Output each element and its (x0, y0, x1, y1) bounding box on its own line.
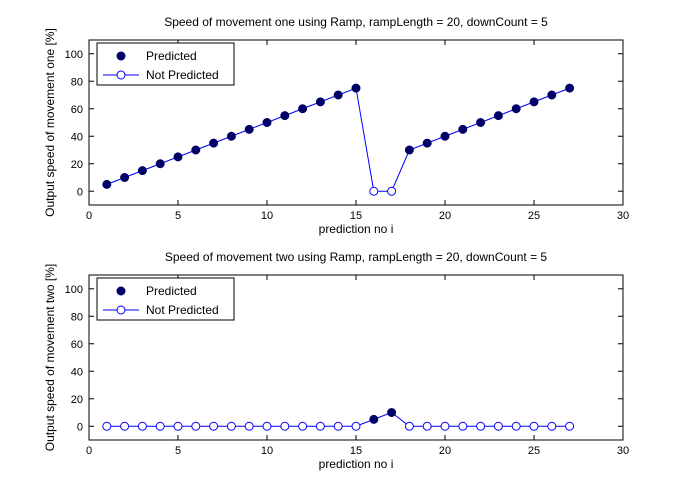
not-predicted-point (547, 421, 557, 431)
x-tick-label: 0 (86, 445, 92, 457)
chart-title: Speed of movement two using Ramp, rampLe… (165, 250, 548, 264)
not-predicted-point (173, 421, 183, 431)
y-tick-label: 0 (77, 421, 83, 433)
legend: Predicted Not Predicted (96, 277, 235, 321)
y-axis-label: Output speed of movement two [%] (43, 264, 57, 451)
not-predicted-point (476, 421, 486, 431)
predicted-point (262, 118, 272, 127)
legend-label: Not Predicted (146, 303, 219, 317)
predicted-point (387, 408, 397, 417)
predicted-point (529, 97, 539, 107)
not-predicted-point (333, 421, 343, 431)
y-tick-label: 100 (65, 284, 83, 296)
predicted-point (458, 124, 468, 134)
y-tick-label: 40 (71, 366, 83, 378)
x-tick-label: 10 (261, 445, 273, 457)
legend-marker-predicted (116, 51, 126, 61)
y-tick-label: 80 (71, 311, 83, 323)
not-predicted-point (191, 421, 201, 431)
not-predicted-point (529, 421, 539, 431)
not-predicted-point (102, 421, 112, 431)
legend-marker-not-predicted (116, 70, 126, 80)
x-tick-label: 5 (175, 210, 181, 222)
predicted-point (191, 145, 201, 155)
predicted-point (369, 414, 379, 424)
not-predicted-point (262, 421, 272, 431)
not-predicted-point (458, 421, 468, 431)
y-tick-label: 20 (71, 159, 83, 171)
not-predicted-point (351, 421, 361, 431)
legend-marker-not-predicted (116, 305, 126, 315)
y-axis-label: Output speed of movement one [%] (43, 28, 57, 217)
predicted-point (422, 138, 432, 148)
predicted-point (404, 145, 414, 155)
not-predicted-point (422, 421, 432, 431)
predicted-point (440, 131, 450, 141)
predicted-point (298, 104, 308, 114)
legend: Predicted Not Predicted (96, 42, 235, 86)
legend-label: Predicted (146, 284, 197, 298)
predicted-point (102, 179, 112, 189)
chart-panel-2: 0 5 10 15 20 25 30 0 20 40 60 80 100 Speed of movemen… (43, 250, 629, 471)
x-tick-label: 0 (86, 210, 92, 222)
not-predicted-point (226, 421, 236, 431)
predicted-point (315, 97, 325, 107)
x-axis-label: prediction no i (319, 222, 394, 236)
x-axis-label: prediction no i (319, 457, 394, 471)
predicted-point (547, 90, 557, 100)
predicted-point (155, 159, 165, 169)
chart-panel-1: 0 5 10 15 20 25 30 0 20 40 60 80 100 Speed of movemen… (43, 15, 629, 236)
predicted-point (120, 173, 130, 182)
legend-label: Predicted (146, 49, 197, 63)
y-tick-label: 40 (71, 131, 83, 143)
legend-label: Not Predicted (146, 68, 219, 82)
not-predicted-point (493, 421, 503, 431)
legend-marker-predicted (116, 286, 126, 296)
not-predicted-point (387, 186, 397, 196)
y-tick-label: 60 (71, 339, 83, 351)
predicted-point (333, 90, 343, 100)
x-tick-label: 20 (439, 445, 451, 457)
not-predicted-point (280, 421, 290, 431)
not-predicted-point (440, 421, 450, 431)
x-tick-label: 10 (261, 210, 273, 222)
predicted-point (137, 166, 147, 176)
x-tick-label: 25 (528, 445, 540, 457)
x-tick-label: 15 (350, 445, 362, 457)
not-predicted-point (155, 421, 165, 431)
not-predicted-point (137, 421, 147, 431)
predicted-point (244, 124, 254, 134)
not-predicted-point (315, 421, 325, 431)
y-tick-label: 0 (77, 186, 83, 198)
predicted-point (476, 118, 486, 127)
predicted-point (565, 83, 575, 93)
x-tick-label: 5 (175, 445, 181, 457)
not-predicted-point (511, 421, 521, 431)
predicted-point (511, 104, 521, 114)
x-tick-label: 20 (439, 210, 451, 222)
not-predicted-point (120, 421, 130, 431)
x-tick-label: 15 (350, 210, 362, 222)
chart-title: Speed of movement one using Ramp, rampLe… (164, 15, 548, 29)
not-predicted-point (209, 421, 219, 431)
predicted-point (280, 111, 290, 121)
not-predicted-point (404, 421, 414, 431)
not-predicted-point (565, 421, 575, 431)
y-tick-label: 20 (71, 394, 83, 406)
y-tick-label: 60 (71, 104, 83, 116)
x-tick-label: 25 (528, 210, 540, 222)
predicted-point (351, 83, 361, 93)
not-predicted-point (298, 421, 308, 431)
y-tick-label: 100 (65, 49, 83, 61)
predicted-point (226, 131, 236, 141)
y-tick-label: 80 (71, 76, 83, 88)
predicted-point (209, 138, 219, 148)
not-predicted-point (369, 186, 379, 196)
x-tick-label: 30 (617, 210, 629, 222)
not-predicted-point (244, 421, 254, 431)
predicted-point (173, 152, 183, 162)
x-tick-label: 30 (617, 445, 629, 457)
predicted-point (493, 111, 503, 121)
